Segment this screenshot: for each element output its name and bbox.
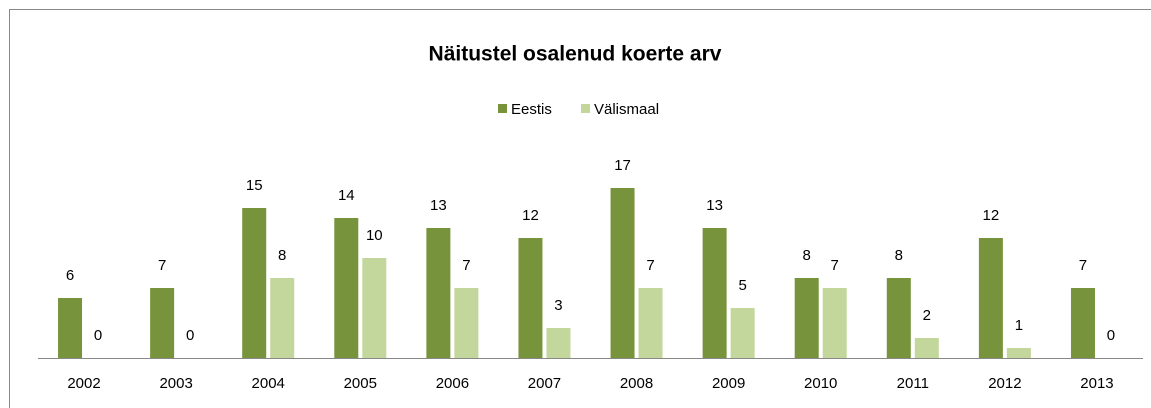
chart-title: Näitustel osalenud koerte arv <box>429 43 722 66</box>
x-tick-label: 2009 <box>712 375 745 392</box>
bar <box>518 238 543 358</box>
bar <box>730 308 755 358</box>
value-label: 2 <box>923 307 931 324</box>
bar <box>334 218 359 358</box>
value-label: 7 <box>831 257 839 274</box>
bar <box>978 238 1003 358</box>
bar <box>794 278 819 358</box>
x-tick-label: 2011 <box>897 375 929 392</box>
bar <box>546 328 571 358</box>
bar <box>638 288 663 358</box>
value-label: 5 <box>738 277 746 294</box>
value-label: 0 <box>1107 327 1115 344</box>
legend-label: Eestis <box>511 101 552 118</box>
value-label: 13 <box>706 197 723 214</box>
legend-label: Välismaal <box>594 101 659 118</box>
value-label: 0 <box>94 327 102 344</box>
x-tick-label: 2007 <box>528 375 561 392</box>
legend-swatch <box>498 104 507 113</box>
value-label: 14 <box>338 187 355 204</box>
bar <box>362 258 387 358</box>
value-label: 0 <box>186 327 194 344</box>
x-tick-label: 2013 <box>1080 375 1113 392</box>
bar <box>58 298 83 358</box>
bar <box>702 228 727 358</box>
value-label: 17 <box>614 157 631 174</box>
bar <box>822 288 847 358</box>
value-label: 8 <box>803 247 811 264</box>
value-label: 15 <box>246 177 263 194</box>
x-tick-label: 2004 <box>252 375 285 392</box>
bar <box>886 278 911 358</box>
bar <box>610 188 635 358</box>
value-label: 8 <box>895 247 903 264</box>
bar <box>1070 288 1095 358</box>
bar <box>242 208 267 358</box>
value-label: 13 <box>430 197 447 214</box>
x-tick-label: 2008 <box>620 375 653 392</box>
value-label: 10 <box>366 227 383 244</box>
x-tick-label: 2012 <box>988 375 1021 392</box>
bar <box>270 278 295 358</box>
bar <box>454 288 479 358</box>
value-label: 1 <box>1015 317 1023 334</box>
x-tick-label: 2006 <box>436 375 469 392</box>
value-label: 12 <box>522 207 539 224</box>
bar <box>426 228 451 358</box>
x-tick-label: 2010 <box>804 375 837 392</box>
value-label: 7 <box>158 257 166 274</box>
bar <box>1006 348 1031 358</box>
value-label: 8 <box>278 247 286 264</box>
legend-swatch <box>581 104 590 113</box>
value-label: 12 <box>983 207 1000 224</box>
value-label: 7 <box>1079 257 1087 274</box>
bar <box>914 338 939 358</box>
value-label: 3 <box>554 297 562 314</box>
bar <box>150 288 175 358</box>
x-tick-label: 2002 <box>67 375 100 392</box>
x-tick-label: 2003 <box>159 375 192 392</box>
value-label: 7 <box>646 257 654 274</box>
x-tick-label: 2005 <box>344 375 377 392</box>
value-label: 6 <box>66 267 74 284</box>
chart-frame <box>9 9 1151 408</box>
value-label: 7 <box>462 257 470 274</box>
